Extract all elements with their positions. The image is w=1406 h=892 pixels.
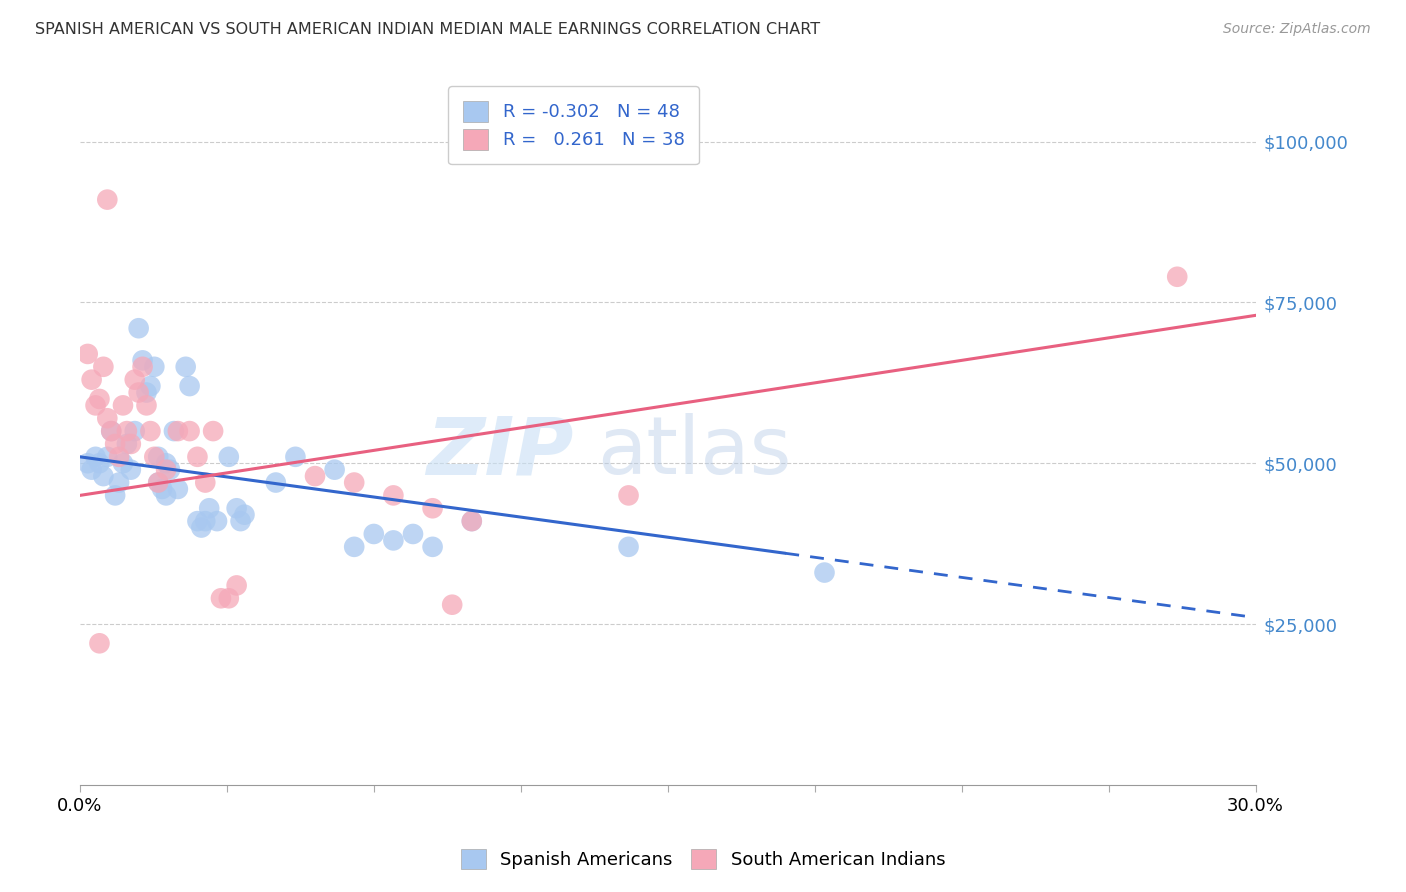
Point bbox=[148, 475, 170, 490]
Point bbox=[89, 392, 111, 406]
Point bbox=[179, 379, 201, 393]
Point bbox=[166, 482, 188, 496]
Point bbox=[186, 514, 208, 528]
Point bbox=[96, 411, 118, 425]
Point bbox=[382, 533, 405, 548]
Point bbox=[148, 475, 170, 490]
Point bbox=[422, 501, 444, 516]
Point bbox=[343, 475, 366, 490]
Point bbox=[76, 456, 98, 470]
Point bbox=[229, 514, 252, 528]
Text: Source: ZipAtlas.com: Source: ZipAtlas.com bbox=[1223, 22, 1371, 37]
Point bbox=[104, 437, 127, 451]
Point bbox=[166, 424, 188, 438]
Point bbox=[80, 463, 103, 477]
Point bbox=[111, 456, 134, 470]
Point bbox=[115, 424, 138, 438]
Point bbox=[96, 450, 118, 464]
Point bbox=[304, 469, 326, 483]
Point bbox=[135, 398, 157, 412]
Point bbox=[128, 385, 150, 400]
Point bbox=[80, 373, 103, 387]
Point bbox=[143, 359, 166, 374]
Point bbox=[343, 540, 366, 554]
Point bbox=[233, 508, 256, 522]
Point bbox=[128, 321, 150, 335]
Point bbox=[202, 424, 225, 438]
Point bbox=[461, 514, 484, 528]
Point bbox=[617, 540, 640, 554]
Point bbox=[139, 424, 162, 438]
Point bbox=[363, 527, 385, 541]
Point bbox=[120, 463, 142, 477]
Point bbox=[155, 463, 177, 477]
Point bbox=[84, 398, 107, 412]
Point bbox=[93, 469, 115, 483]
Point bbox=[225, 501, 247, 516]
Point bbox=[139, 379, 162, 393]
Point bbox=[124, 424, 146, 438]
Point bbox=[174, 359, 197, 374]
Point bbox=[120, 437, 142, 451]
Point bbox=[323, 463, 346, 477]
Point bbox=[155, 488, 177, 502]
Point bbox=[813, 566, 835, 580]
Point bbox=[218, 591, 240, 606]
Point bbox=[264, 475, 287, 490]
Legend: Spanish Americans, South American Indians: Spanish Americans, South American Indian… bbox=[451, 839, 955, 879]
Point bbox=[108, 475, 131, 490]
Point bbox=[89, 636, 111, 650]
Point bbox=[143, 450, 166, 464]
Point bbox=[150, 482, 173, 496]
Point bbox=[461, 514, 484, 528]
Point bbox=[131, 359, 153, 374]
Point bbox=[225, 578, 247, 592]
Point bbox=[422, 540, 444, 554]
Point bbox=[179, 424, 201, 438]
Point bbox=[186, 450, 208, 464]
Point bbox=[89, 456, 111, 470]
Point bbox=[617, 488, 640, 502]
Point bbox=[194, 475, 217, 490]
Point bbox=[135, 385, 157, 400]
Point bbox=[93, 359, 115, 374]
Point bbox=[284, 450, 307, 464]
Point bbox=[198, 501, 221, 516]
Point bbox=[163, 424, 186, 438]
Point bbox=[96, 193, 118, 207]
Point bbox=[205, 514, 228, 528]
Point bbox=[100, 424, 122, 438]
Point bbox=[84, 450, 107, 464]
Point bbox=[218, 450, 240, 464]
Point bbox=[131, 353, 153, 368]
Point bbox=[124, 373, 146, 387]
Point bbox=[148, 450, 170, 464]
Point bbox=[382, 488, 405, 502]
Text: atlas: atlas bbox=[598, 413, 792, 491]
Point bbox=[108, 450, 131, 464]
Point bbox=[100, 424, 122, 438]
Point bbox=[441, 598, 464, 612]
Point bbox=[111, 398, 134, 412]
Point bbox=[209, 591, 232, 606]
Point bbox=[159, 463, 181, 477]
Legend: R = -0.302   N = 48, R =   0.261   N = 38: R = -0.302 N = 48, R = 0.261 N = 38 bbox=[449, 87, 699, 164]
Point bbox=[104, 488, 127, 502]
Text: SPANISH AMERICAN VS SOUTH AMERICAN INDIAN MEDIAN MALE EARNINGS CORRELATION CHART: SPANISH AMERICAN VS SOUTH AMERICAN INDIA… bbox=[35, 22, 820, 37]
Point bbox=[402, 527, 425, 541]
Text: ZIP: ZIP bbox=[426, 413, 574, 491]
Point bbox=[190, 520, 212, 534]
Point bbox=[1166, 269, 1188, 284]
Point bbox=[115, 437, 138, 451]
Point bbox=[155, 456, 177, 470]
Point bbox=[76, 347, 98, 361]
Point bbox=[194, 514, 217, 528]
